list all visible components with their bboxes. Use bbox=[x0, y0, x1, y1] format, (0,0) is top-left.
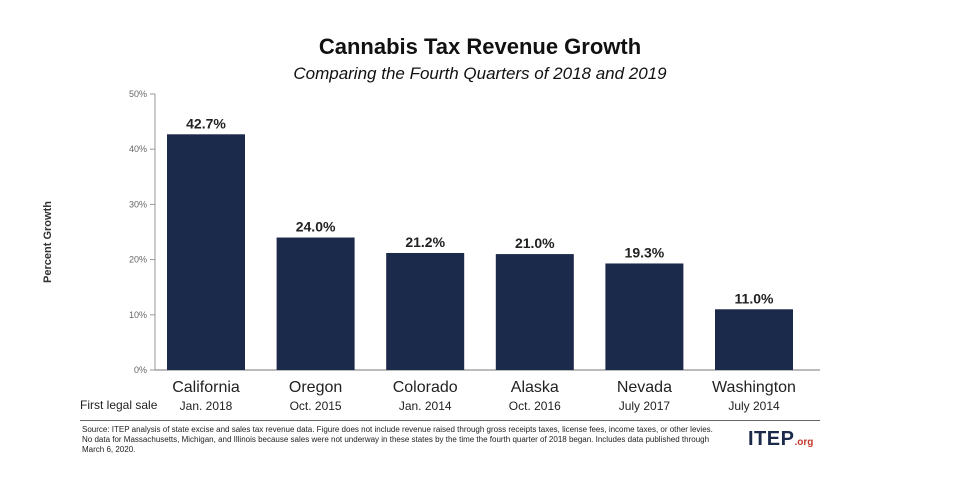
first-sale-date: Oct. 2016 bbox=[509, 399, 561, 413]
category-label: Alaska bbox=[511, 379, 559, 396]
data-label: 19.3% bbox=[625, 244, 665, 260]
bar-chart: 0% 10% 20% 30% 40% 50% 42.7% California Jan. 201… bbox=[129, 89, 820, 413]
logo-suffix: .org bbox=[794, 437, 814, 448]
data-label: 21.0% bbox=[515, 235, 555, 251]
bar bbox=[715, 309, 793, 370]
itep-logo: ITEP.org bbox=[748, 428, 813, 451]
category-label: Oregon bbox=[289, 379, 342, 396]
y-tick-label: 40% bbox=[129, 144, 147, 154]
logo-main: ITEP bbox=[748, 428, 795, 450]
category-label: California bbox=[172, 379, 240, 396]
bar bbox=[276, 237, 355, 370]
chart-subtitle: Comparing the Fourth Quarters of 2018 an… bbox=[293, 64, 667, 83]
y-tick-label: 50% bbox=[129, 89, 147, 99]
first-sale-date: Jan. 2018 bbox=[180, 399, 233, 413]
bar bbox=[605, 263, 684, 370]
first-sale-date: July 2014 bbox=[728, 399, 780, 413]
first-sale-date: July 2017 bbox=[619, 399, 671, 413]
data-label: 24.0% bbox=[296, 219, 336, 235]
first-legal-sale-label: First legal sale bbox=[80, 398, 158, 412]
first-sale-date: Jan. 2014 bbox=[399, 399, 452, 413]
y-tick-label: 0% bbox=[134, 365, 147, 375]
category-label: Washington bbox=[712, 379, 796, 396]
y-tick-label: 30% bbox=[129, 199, 147, 209]
first-sale-date: Oct. 2015 bbox=[290, 399, 342, 413]
y-tick-label: 20% bbox=[129, 255, 147, 265]
chart-title: Cannabis Tax Revenue Growth bbox=[318, 34, 642, 59]
y-tick-label: 10% bbox=[129, 310, 147, 320]
data-label: 42.7% bbox=[186, 115, 226, 131]
bar bbox=[167, 134, 245, 370]
data-label: 21.2% bbox=[405, 234, 445, 250]
category-label: Nevada bbox=[617, 379, 672, 396]
source-note: Source: ITEP analysis of state excise an… bbox=[82, 425, 713, 454]
data-label: 11.0% bbox=[735, 290, 774, 306]
bar bbox=[495, 254, 574, 370]
footer-divider bbox=[80, 420, 820, 421]
category-label: Colorado bbox=[393, 379, 458, 396]
bar bbox=[386, 252, 465, 370]
